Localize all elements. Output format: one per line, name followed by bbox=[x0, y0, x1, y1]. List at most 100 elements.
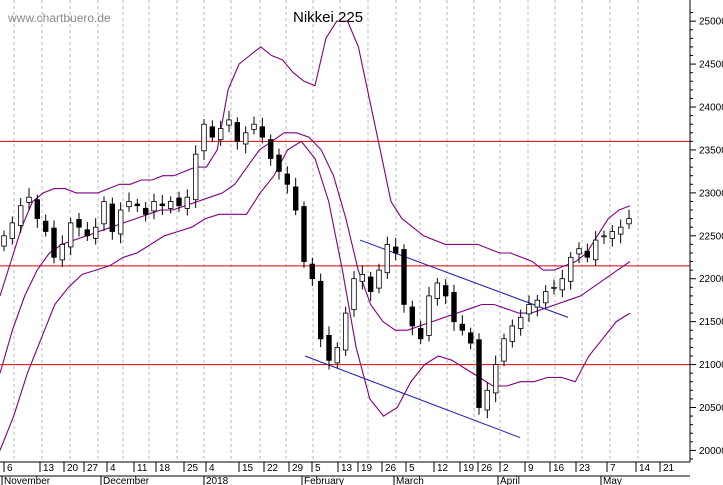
vertical-grid bbox=[13, 0, 639, 462]
candle-body bbox=[251, 123, 257, 130]
candle-body bbox=[267, 139, 274, 159]
x-tick-label: 2 bbox=[503, 463, 509, 474]
candle-body bbox=[84, 229, 90, 237]
candlesticks bbox=[1, 110, 632, 419]
candle-body bbox=[467, 332, 474, 344]
candle-body bbox=[459, 323, 465, 331]
candle-body bbox=[109, 203, 115, 232]
candle-body bbox=[626, 218, 632, 225]
candle-body bbox=[609, 231, 615, 239]
candle-body bbox=[434, 282, 440, 299]
month-label: 2018 bbox=[206, 476, 229, 485]
x-tick-label: 29 bbox=[292, 463, 304, 474]
month-label: May bbox=[603, 476, 622, 485]
candle-body bbox=[584, 250, 590, 258]
candle-body bbox=[68, 222, 74, 248]
candle-body bbox=[442, 285, 449, 297]
candle-body bbox=[217, 128, 224, 141]
y-tick-label: 20000 bbox=[699, 446, 723, 457]
month-label: April bbox=[500, 476, 520, 485]
candle-body bbox=[76, 219, 82, 228]
candle-body bbox=[551, 286, 557, 289]
candle-body bbox=[509, 325, 515, 342]
y-tick-label: 23500 bbox=[699, 145, 723, 156]
y-tick-label: 22000 bbox=[699, 274, 723, 285]
candle-body bbox=[17, 205, 24, 226]
candle-body bbox=[301, 206, 307, 262]
y-tick-label: 24500 bbox=[699, 60, 723, 71]
candle-body bbox=[342, 312, 349, 351]
candle-body bbox=[476, 339, 482, 408]
candle-body bbox=[284, 173, 290, 185]
x-tick-label: 4 bbox=[110, 463, 116, 474]
x-tick-label: 22 bbox=[267, 463, 279, 474]
y-tick-label: 22500 bbox=[699, 231, 723, 242]
candle-body bbox=[126, 201, 132, 208]
candle-body bbox=[543, 291, 549, 304]
x-tick-label: 16 bbox=[553, 463, 565, 474]
y-tick-label: 24000 bbox=[699, 103, 723, 114]
x-tick-label: 26 bbox=[385, 463, 397, 474]
candle-body bbox=[242, 132, 249, 145]
x-tick-label: 4 bbox=[209, 463, 215, 474]
candle-body bbox=[43, 220, 49, 232]
bollinger-lower-band bbox=[0, 140, 631, 451]
x-tick-label: 21 bbox=[663, 463, 675, 474]
lower-trend-line bbox=[304, 355, 521, 439]
candle-body bbox=[401, 249, 407, 305]
candle-body bbox=[1, 235, 7, 247]
candle-body bbox=[184, 196, 190, 209]
candle-body bbox=[426, 295, 432, 336]
candle-body bbox=[501, 338, 507, 362]
candle-body bbox=[376, 269, 382, 289]
candle-body bbox=[451, 292, 457, 323]
candle-body bbox=[392, 246, 399, 254]
x-tick-label: 19 bbox=[463, 463, 475, 474]
candle-body bbox=[192, 153, 199, 201]
x-tick-label: 7 bbox=[610, 463, 616, 474]
candle-body bbox=[568, 256, 574, 282]
candle-body bbox=[518, 316, 524, 329]
candle-body bbox=[359, 273, 365, 282]
x-tick-label: 20 bbox=[67, 463, 79, 474]
y-tick-label: 21000 bbox=[699, 360, 723, 371]
chart-title: Nikkei 225 bbox=[293, 9, 363, 26]
month-label: December bbox=[103, 476, 150, 485]
candle-body bbox=[559, 278, 565, 291]
x-tick-label: 26 bbox=[481, 463, 493, 474]
y-axis-ticks: 20000 20500 21000 21500 22000 22500 23000 23500… bbox=[690, 12, 723, 460]
candle-body bbox=[526, 304, 532, 315]
x-tick-label: 5 bbox=[315, 463, 321, 474]
candle-body bbox=[159, 203, 165, 207]
bollinger-upper-band bbox=[0, 20, 631, 297]
candle-body bbox=[292, 186, 299, 211]
x-tick-label: 18 bbox=[159, 463, 171, 474]
candle-body bbox=[601, 235, 607, 238]
candle-body bbox=[409, 306, 415, 327]
bollinger-middle-band bbox=[0, 132, 631, 374]
candle-body bbox=[576, 248, 582, 255]
x-tick-label: 11 bbox=[137, 463, 148, 474]
x-tick-label: 25 bbox=[187, 463, 199, 474]
x-tick-label: 6 bbox=[7, 463, 13, 474]
bollinger-bands bbox=[0, 20, 631, 451]
candle-body bbox=[134, 203, 140, 207]
y-tick-label: 21500 bbox=[699, 317, 723, 328]
candle-body bbox=[317, 280, 324, 340]
candle-body bbox=[59, 243, 65, 261]
candle-body bbox=[484, 389, 490, 411]
x-tick-label: 9 bbox=[528, 463, 534, 474]
candle-body bbox=[234, 122, 240, 142]
candle-body bbox=[151, 201, 157, 212]
month-labels: November December 2018 February March April Ma… bbox=[1, 476, 622, 485]
x-axis-ticks: 6 13 20 27 4 11 18 25 4 15 22 29 5 13 19 26 5 12 19 26 2 9 16 2… bbox=[0, 462, 690, 477]
candle-body bbox=[209, 126, 215, 138]
candle-body bbox=[492, 364, 499, 394]
candle-body bbox=[534, 299, 540, 308]
y-tick-label: 20500 bbox=[699, 403, 723, 414]
candle-body bbox=[142, 207, 149, 215]
candle-body bbox=[351, 278, 357, 311]
candle-body bbox=[176, 197, 182, 207]
